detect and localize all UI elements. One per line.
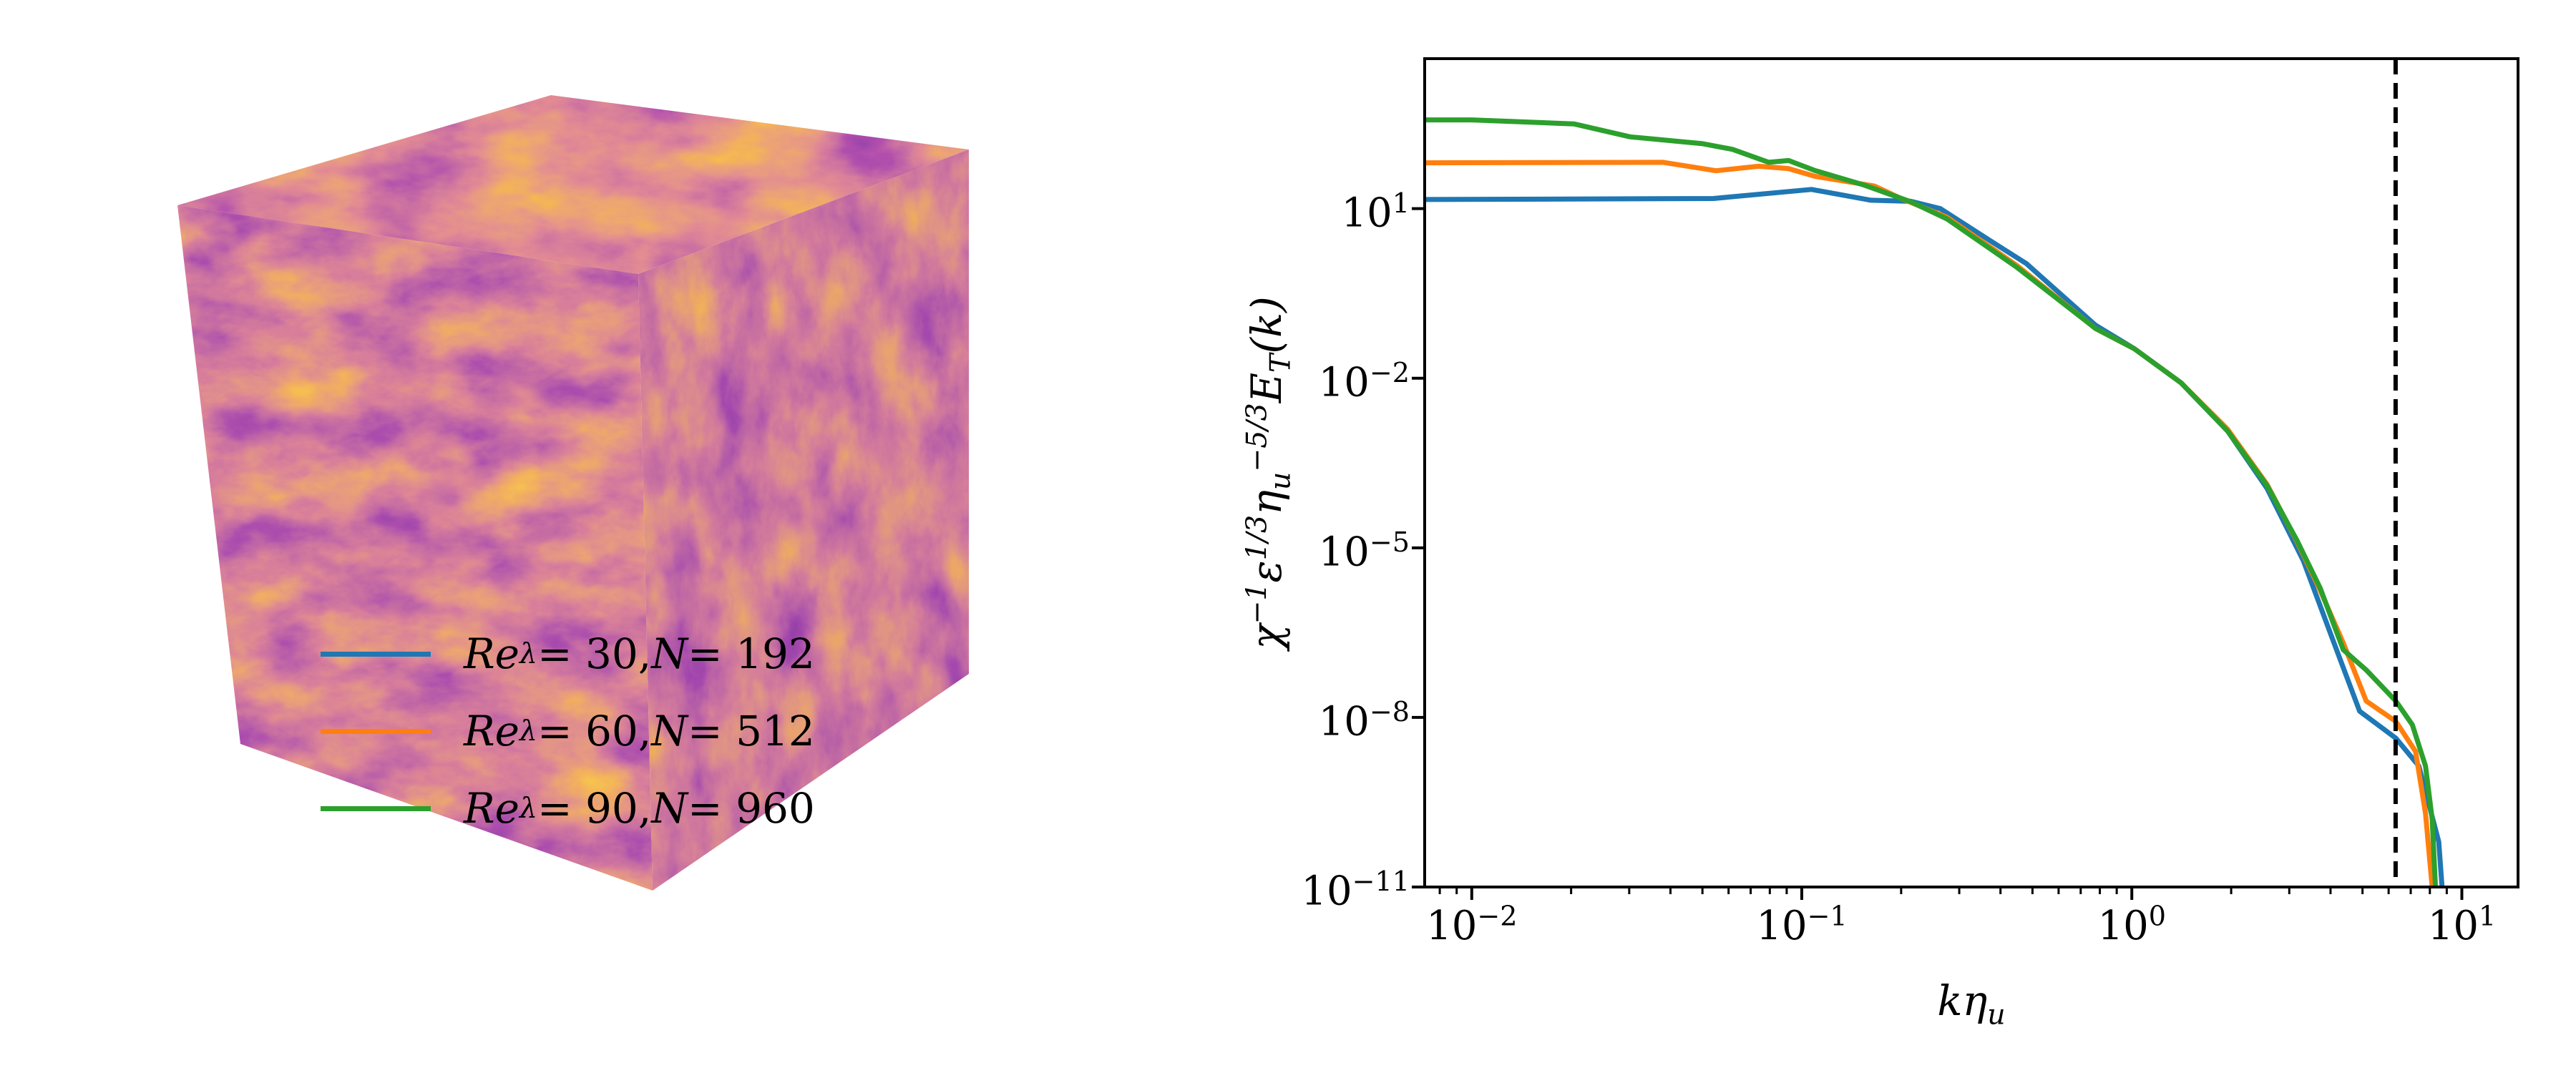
x-tick-label: 100 xyxy=(2097,900,2166,949)
x-axis-label: kηu xyxy=(1937,976,2006,1032)
x-tick-label: 101 xyxy=(2427,900,2497,949)
legend-item: Re λ = 60, N = 512 xyxy=(321,707,815,755)
x-tick-label: 10−2 xyxy=(1426,900,1518,949)
y-tick-label: 10−8 xyxy=(1318,695,1410,745)
legend-swatch xyxy=(321,651,431,657)
y-tick-label: 10−5 xyxy=(1318,526,1410,576)
y-tick-label: 10−11 xyxy=(1301,865,1410,915)
legend-swatch xyxy=(321,728,431,734)
major-ticks xyxy=(1412,207,2464,900)
x-tick-label: 10−1 xyxy=(1756,900,1848,949)
legend-swatch xyxy=(321,805,431,811)
y-axis-label: χ−1ε1/3ηu−5/3ET(k) xyxy=(1240,296,1297,650)
series-line-1 xyxy=(1424,187,2445,888)
legend-item: Re λ = 30, N = 192 xyxy=(321,629,815,678)
legend-item: Re λ = 90, N = 960 xyxy=(321,784,815,833)
series-line-3 xyxy=(1425,117,2439,888)
plot-frame xyxy=(1423,57,2519,888)
series-layer xyxy=(1424,117,2445,888)
y-tick-label: 10−2 xyxy=(1318,356,1410,406)
series-line-2 xyxy=(1424,160,2435,888)
y-tick-label: 101 xyxy=(1341,187,1410,237)
turbulence-cube-visualization xyxy=(177,95,969,891)
